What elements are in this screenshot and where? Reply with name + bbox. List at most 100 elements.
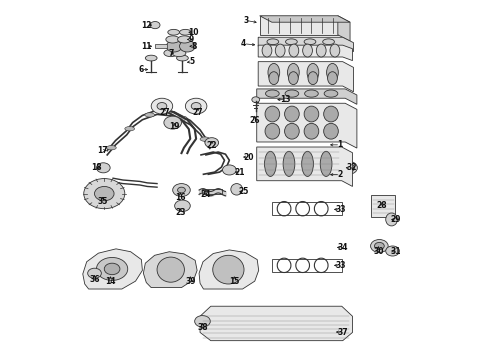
Ellipse shape: [179, 41, 195, 52]
Ellipse shape: [231, 184, 243, 195]
Ellipse shape: [386, 246, 399, 256]
Ellipse shape: [304, 106, 319, 122]
Bar: [272, 202, 342, 215]
Ellipse shape: [168, 30, 179, 35]
Ellipse shape: [370, 239, 388, 252]
Text: 33: 33: [335, 205, 345, 214]
Polygon shape: [258, 37, 353, 51]
Polygon shape: [257, 89, 357, 104]
Ellipse shape: [289, 72, 298, 85]
Text: 35: 35: [97, 197, 107, 206]
Ellipse shape: [374, 242, 384, 249]
Ellipse shape: [157, 257, 184, 282]
Text: 16: 16: [175, 193, 186, 202]
Ellipse shape: [283, 151, 295, 176]
Polygon shape: [257, 103, 357, 148]
Ellipse shape: [151, 98, 172, 114]
Ellipse shape: [191, 103, 201, 110]
Bar: [155, 44, 167, 48]
Ellipse shape: [308, 72, 318, 85]
Text: 1: 1: [338, 140, 343, 149]
Text: 8: 8: [191, 42, 196, 51]
Ellipse shape: [324, 123, 338, 139]
Ellipse shape: [305, 90, 318, 97]
Text: 27: 27: [192, 108, 203, 117]
Ellipse shape: [386, 213, 397, 226]
Ellipse shape: [268, 63, 280, 81]
Text: 38: 38: [197, 323, 208, 332]
Ellipse shape: [172, 49, 186, 57]
Ellipse shape: [324, 106, 338, 122]
Polygon shape: [338, 16, 350, 41]
Text: 4: 4: [241, 39, 246, 48]
Text: 25: 25: [239, 187, 249, 196]
Text: 22: 22: [206, 141, 217, 150]
Ellipse shape: [265, 123, 280, 139]
Bar: [272, 259, 342, 272]
Ellipse shape: [157, 103, 167, 110]
Ellipse shape: [265, 106, 280, 122]
Polygon shape: [260, 16, 350, 22]
Ellipse shape: [177, 36, 191, 43]
Text: 10: 10: [189, 28, 199, 37]
Text: 26: 26: [249, 116, 260, 125]
Ellipse shape: [275, 44, 285, 57]
Text: 39: 39: [185, 276, 196, 285]
Ellipse shape: [327, 63, 338, 81]
Ellipse shape: [200, 137, 210, 141]
Polygon shape: [200, 306, 352, 341]
Ellipse shape: [164, 116, 181, 129]
Ellipse shape: [95, 186, 114, 201]
Text: 19: 19: [169, 122, 179, 131]
Text: 23: 23: [175, 208, 186, 217]
Ellipse shape: [166, 36, 179, 43]
Ellipse shape: [177, 116, 187, 121]
Text: 3: 3: [244, 16, 248, 25]
Bar: [202, 189, 221, 194]
Bar: [371, 195, 395, 217]
Ellipse shape: [84, 179, 125, 209]
Polygon shape: [83, 249, 143, 289]
Ellipse shape: [266, 90, 279, 97]
Text: 11: 11: [141, 42, 151, 51]
Text: 15: 15: [229, 276, 240, 285]
Text: 20: 20: [243, 153, 254, 162]
Text: 33: 33: [335, 261, 345, 270]
Ellipse shape: [205, 138, 219, 148]
Text: 5: 5: [190, 57, 195, 66]
Ellipse shape: [317, 44, 326, 57]
Ellipse shape: [307, 63, 319, 81]
Ellipse shape: [285, 90, 299, 97]
Ellipse shape: [213, 255, 244, 284]
Ellipse shape: [302, 151, 314, 176]
Ellipse shape: [324, 90, 338, 97]
Ellipse shape: [166, 41, 182, 52]
Ellipse shape: [304, 39, 316, 45]
Ellipse shape: [97, 163, 110, 173]
Ellipse shape: [303, 44, 313, 57]
Text: 29: 29: [390, 215, 401, 224]
Ellipse shape: [172, 184, 190, 197]
Polygon shape: [199, 250, 259, 289]
Text: 6: 6: [139, 65, 144, 74]
Ellipse shape: [125, 127, 135, 131]
Ellipse shape: [265, 151, 276, 176]
Text: 7: 7: [168, 49, 173, 58]
Ellipse shape: [222, 165, 236, 175]
Ellipse shape: [267, 39, 279, 45]
Text: 13: 13: [280, 95, 291, 104]
Ellipse shape: [97, 257, 128, 280]
Ellipse shape: [323, 39, 334, 45]
Text: 9: 9: [189, 35, 194, 44]
Text: 21: 21: [234, 168, 245, 177]
Text: 24: 24: [201, 190, 211, 199]
Ellipse shape: [269, 72, 279, 85]
Ellipse shape: [150, 22, 160, 29]
Text: 31: 31: [390, 247, 401, 256]
Text: 27: 27: [159, 108, 170, 117]
Text: 37: 37: [338, 328, 348, 337]
Ellipse shape: [286, 39, 297, 45]
Ellipse shape: [288, 63, 299, 81]
Ellipse shape: [320, 151, 332, 176]
Ellipse shape: [289, 44, 299, 57]
